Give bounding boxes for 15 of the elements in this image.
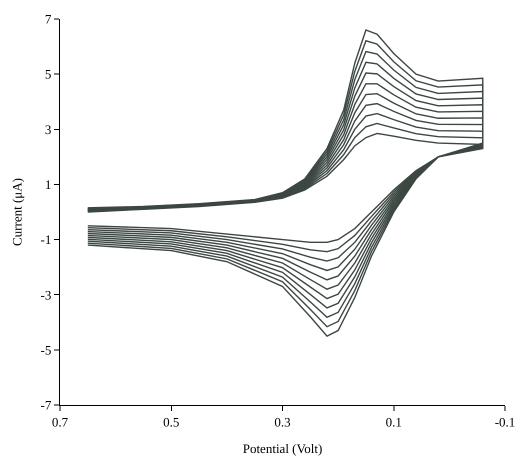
y-tick-label: -7 xyxy=(40,398,52,413)
y-tick-label: 5 xyxy=(44,66,52,82)
x-tick-label: 0.3 xyxy=(274,414,291,430)
y-tick-label: -3 xyxy=(40,287,52,302)
x-tick-label: 0.5 xyxy=(163,414,180,430)
x-tick-label: 0.1 xyxy=(386,414,402,430)
y-tick-label: 1 xyxy=(44,176,52,192)
y-tick-label: 3 xyxy=(44,122,52,137)
x-tick-label: -0.1 xyxy=(494,414,516,430)
y-tick-label: 7 xyxy=(44,12,52,27)
x-axis-title: Potential (Volt) xyxy=(242,441,322,456)
y-tick-label: -1 xyxy=(40,232,52,248)
y-axis-title: Current (μA) xyxy=(10,178,25,246)
x-tick-label: 0.7 xyxy=(52,414,69,430)
y-tick-label: -5 xyxy=(40,342,52,358)
